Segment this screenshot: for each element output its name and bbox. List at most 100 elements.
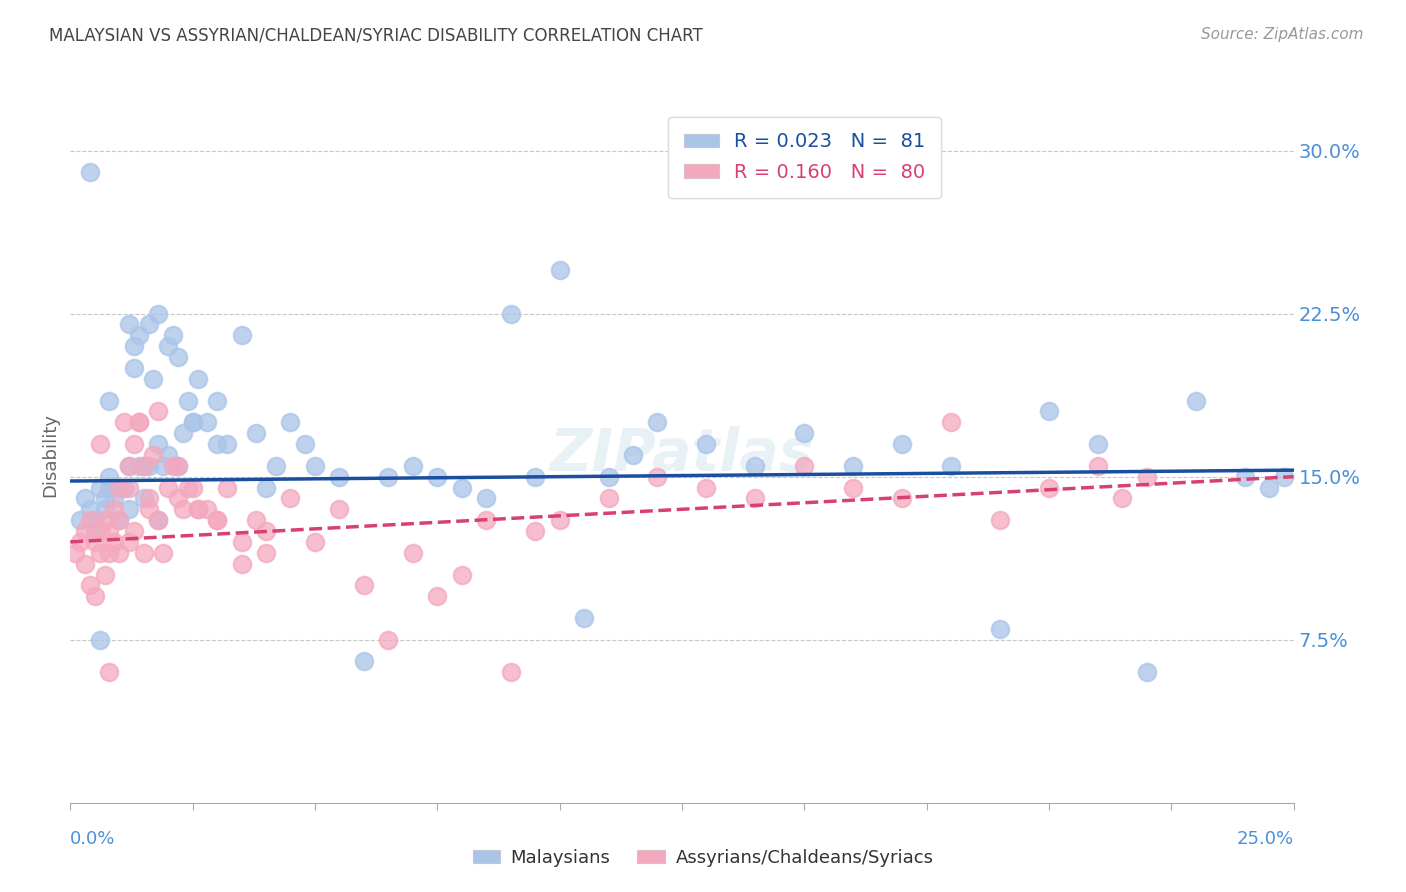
Point [98,469,121,483]
Point [254,524,277,538]
Point [79,502,101,516]
Point [245,513,267,527]
Point [304,458,326,473]
Point [1184,393,1206,408]
Point [63,546,86,560]
Point [118,318,141,332]
Point [1038,481,1060,495]
Point [157,448,180,462]
Point [1038,404,1060,418]
Point [93,502,115,516]
Point [793,426,815,441]
Point [89,437,111,451]
Point [93,491,115,506]
Point [939,458,962,473]
Point [231,557,253,571]
Point [83,524,105,538]
Point [988,513,1011,527]
Point [89,546,111,560]
Point [98,546,121,560]
Point [118,458,141,473]
Point [353,655,375,669]
Point [148,404,170,418]
Point [98,665,121,680]
Point [598,491,620,506]
Point [128,328,150,343]
Point [118,502,141,516]
Point [205,513,228,527]
Y-axis label: Disability: Disability [41,413,59,497]
Point [426,589,449,603]
Point [122,360,145,375]
Point [172,502,194,516]
Point [138,491,160,506]
Point [215,437,238,451]
Point [402,458,425,473]
Point [1136,665,1159,680]
Point [695,481,717,495]
Point [254,546,277,560]
Point [744,458,766,473]
Point [1272,469,1295,483]
Point [647,469,669,483]
Point [108,481,131,495]
Point [69,535,91,549]
Point [132,458,155,473]
Point [83,535,105,549]
Point [499,665,522,680]
Point [195,415,218,429]
Point [254,481,277,495]
Point [79,165,101,179]
Point [118,481,141,495]
Point [842,481,865,495]
Point [181,415,204,429]
Point [142,372,165,386]
Point [205,437,228,451]
Point [205,393,228,408]
Point [103,502,125,516]
Legend: R = 0.023   N =  81, R = 0.160   N =  80: R = 0.023 N = 81, R = 0.160 N = 80 [668,117,941,197]
Point [231,535,253,549]
Point [177,481,200,495]
Point [1087,458,1109,473]
Point [1136,469,1159,483]
Point [1258,481,1281,495]
Point [83,513,105,527]
Point [142,448,165,462]
Point [402,546,425,560]
Point [167,491,190,506]
Point [138,318,160,332]
Point [621,448,644,462]
Point [598,469,620,483]
Point [328,469,350,483]
Point [167,458,190,473]
Point [647,415,669,429]
Point [122,524,145,538]
Point [744,491,766,506]
Point [181,481,204,495]
Point [294,437,316,451]
Point [186,502,208,516]
Point [475,513,498,527]
Point [377,469,399,483]
Point [128,458,150,473]
Point [138,458,160,473]
Point [939,415,962,429]
Point [98,393,121,408]
Point [524,524,547,538]
Text: Source: ZipAtlas.com: Source: ZipAtlas.com [1201,27,1364,42]
Point [186,372,208,386]
Legend: Malaysians, Assyrians/Chaldeans/Syriacs: Malaysians, Assyrians/Chaldeans/Syriacs [465,842,941,874]
Point [112,481,135,495]
Point [162,458,184,473]
Point [122,339,145,353]
Point [128,415,150,429]
Point [103,491,125,506]
Point [69,513,91,527]
Point [264,458,287,473]
Point [73,491,96,506]
Point [475,491,498,506]
Point [162,328,184,343]
Point [377,632,399,647]
Point [205,513,228,527]
